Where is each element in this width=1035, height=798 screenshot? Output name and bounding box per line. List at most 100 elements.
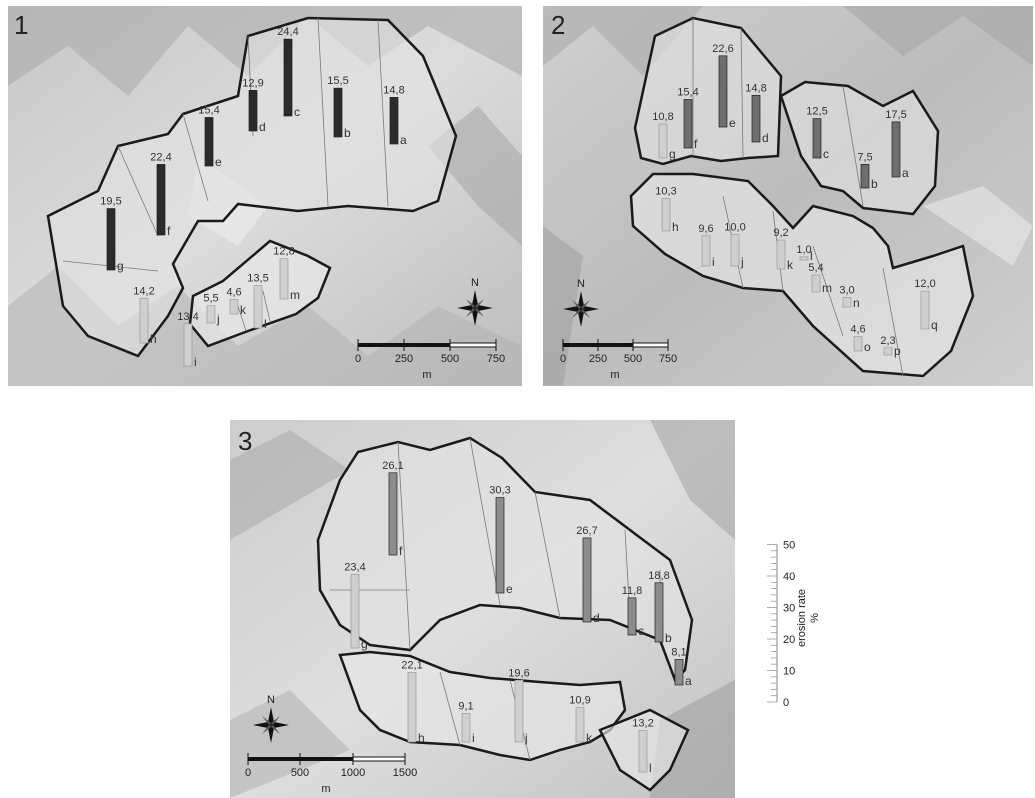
map-panel-2: 17,5 a 7,5 b 12,5 c 14,8 d 22,6 e 15,4 f 10,8 g 10,3 h 9… (543, 6, 1033, 386)
bar-value-label-a: 8,1 (671, 646, 686, 658)
erosion-bar-k (229, 299, 239, 315)
erosion-bar-d (751, 95, 761, 143)
scale-tick-3: 1500 (393, 767, 417, 779)
bar-value-label-d: 14,8 (745, 82, 766, 94)
bar-group-panel-2: 17,5 a 7,5 b 12,5 c 14,8 d 22,6 e 15,4 f 10,8 g 10,3 h 9… (652, 43, 937, 358)
erosion-bar-a (389, 97, 399, 145)
erosion-bar-g (350, 573, 360, 649)
scale-tick-2: 500 (624, 353, 642, 365)
sub-basin-letter-j: j (216, 312, 220, 326)
erosion-bar-j (206, 305, 216, 324)
sub-basin-letter-d: d (259, 120, 266, 134)
scale-bar-panel-3: 0 500 1000 1500 m (245, 753, 417, 795)
erosion-bar-b (333, 87, 343, 138)
scale-tick-3: 750 (487, 353, 505, 365)
panel-number-3: 3 (238, 426, 253, 456)
map-panel-3: 8,1 a 18,8 b 11,8 c 26,7 d 30,3 e 26,1 f 23,4 g 22,1 h 9… (230, 420, 735, 798)
sub-basin-letter-l: l (649, 761, 652, 775)
sub-basin-letter-b: b (871, 177, 878, 191)
sub-basin-letter-j: j (740, 255, 744, 269)
sub-basin-letter-f: f (399, 544, 403, 558)
bar-value-label-q: 12,0 (914, 278, 935, 290)
erosion-bar-c (627, 597, 637, 636)
scale-tick-1: 500 (291, 767, 309, 779)
bar-value-label-k: 4,6 (226, 287, 241, 299)
bar-value-label-a: 14,8 (383, 84, 404, 96)
bar-value-label-c: 24,4 (277, 26, 298, 38)
erosion-bar-p (883, 347, 893, 356)
scale-segment (632, 342, 669, 348)
sub-basin-letter-i: i (712, 255, 715, 269)
sub-basin-letter-g: g (361, 637, 368, 651)
bar-value-label-h: 22,1 (401, 659, 422, 671)
erosion-bar-l (253, 285, 263, 329)
watershed-lower-outline (629, 172, 975, 378)
bar-value-label-b: 18,8 (648, 570, 669, 582)
bar-value-label-g: 19,5 (100, 196, 121, 208)
erosion-bar-e (718, 55, 728, 128)
sub-basin-letter-g: g (669, 147, 676, 161)
erosion-bar-g (106, 208, 116, 271)
compass-icon: N (563, 278, 599, 327)
erosion-bar-h (139, 297, 149, 344)
compass-icon: N (253, 694, 289, 743)
sub-basin-letter-e: e (729, 116, 736, 130)
legend-svg: 0 10 20 30 40 50 erosion rate % (767, 540, 821, 709)
bar-value-label-k: 9,2 (773, 227, 788, 239)
bar-value-label-m: 5,4 (808, 262, 823, 274)
sub-basin-letter-a: a (902, 166, 909, 180)
erosion-bar-f (388, 472, 398, 556)
bar-value-label-i: 9,1 (458, 700, 473, 712)
erosion-bar-d (582, 537, 592, 623)
sub-basin-letter-n: n (853, 296, 860, 310)
north-label: N (577, 278, 585, 290)
erosion-bar-h (661, 198, 671, 232)
erosion-rate-legend: 0 10 20 30 40 50 erosion rate % (745, 530, 825, 720)
bar-value-label-h: 14,2 (133, 285, 154, 297)
erosion-bar-g (658, 123, 668, 159)
bar-group-panel-1: 14,8 a 15,5 b 24,4 c 12,9 d 15,4 e 22,4 f 19,5 g 14,2 h… (100, 26, 407, 369)
erosion-bar-l (638, 730, 648, 773)
bar-value-label-j: 10,0 (724, 222, 745, 234)
sub-basin-letter-k: k (787, 258, 794, 272)
erosion-bar-i (461, 712, 471, 743)
sub-basin-letter-m: m (290, 288, 300, 302)
erosion-bar-e (204, 117, 214, 167)
sub-basin-letter-h: h (150, 332, 157, 346)
erosion-bar-j (730, 234, 740, 267)
scale-tick-2: 500 (441, 353, 459, 365)
sub-basin-letter-b: b (344, 126, 351, 140)
erosion-bar-m (811, 274, 821, 293)
bar-value-label-k: 10,9 (569, 695, 590, 707)
erosion-bar-a (674, 659, 684, 686)
bar-value-label-d: 12,9 (242, 77, 263, 89)
north-label: N (267, 694, 275, 706)
bar-value-label-d: 26,7 (576, 525, 597, 537)
sub-basin-letter-c: c (823, 147, 829, 161)
terrain-relief (543, 6, 1033, 386)
erosion-bar-i (183, 323, 193, 367)
bar-value-label-e: 30,3 (489, 485, 510, 497)
scale-bar-panel-2: 0 250 500 750 m (560, 339, 677, 381)
erosion-bar-j (514, 679, 524, 743)
legend-tick-label-0: 0 (783, 697, 789, 709)
legend-tick-label-50: 50 (783, 540, 795, 552)
scale-unit: m (610, 369, 619, 381)
bar-value-label-o: 4,6 (850, 324, 865, 336)
watershed-upper-outline (633, 16, 783, 166)
bar-value-label-f: 26,1 (382, 460, 403, 472)
erosion-bar-d (248, 90, 258, 132)
sub-basin-letter-h: h (672, 220, 679, 234)
sub-basin-letter-f: f (167, 224, 171, 238)
scale-tick-0: 0 (355, 353, 361, 365)
bar-group-panel-3: 8,1 a 18,8 b 11,8 c 26,7 d 30,3 e 26,1 f 23,4 g 22,1 h 9… (344, 460, 692, 775)
sub-basin-letter-l: l (810, 249, 813, 263)
bar-value-label-j: 5,5 (203, 293, 218, 305)
bar-value-label-n: 3,0 (839, 285, 854, 297)
erosion-bar-f (156, 164, 166, 236)
sub-basin-letter-a: a (400, 133, 407, 147)
legend-title: erosion rate (796, 589, 808, 647)
sub-basin-letter-p: p (894, 344, 901, 358)
bar-value-label-b: 7,5 (857, 151, 872, 163)
legend-tick-label-40: 40 (783, 571, 795, 583)
